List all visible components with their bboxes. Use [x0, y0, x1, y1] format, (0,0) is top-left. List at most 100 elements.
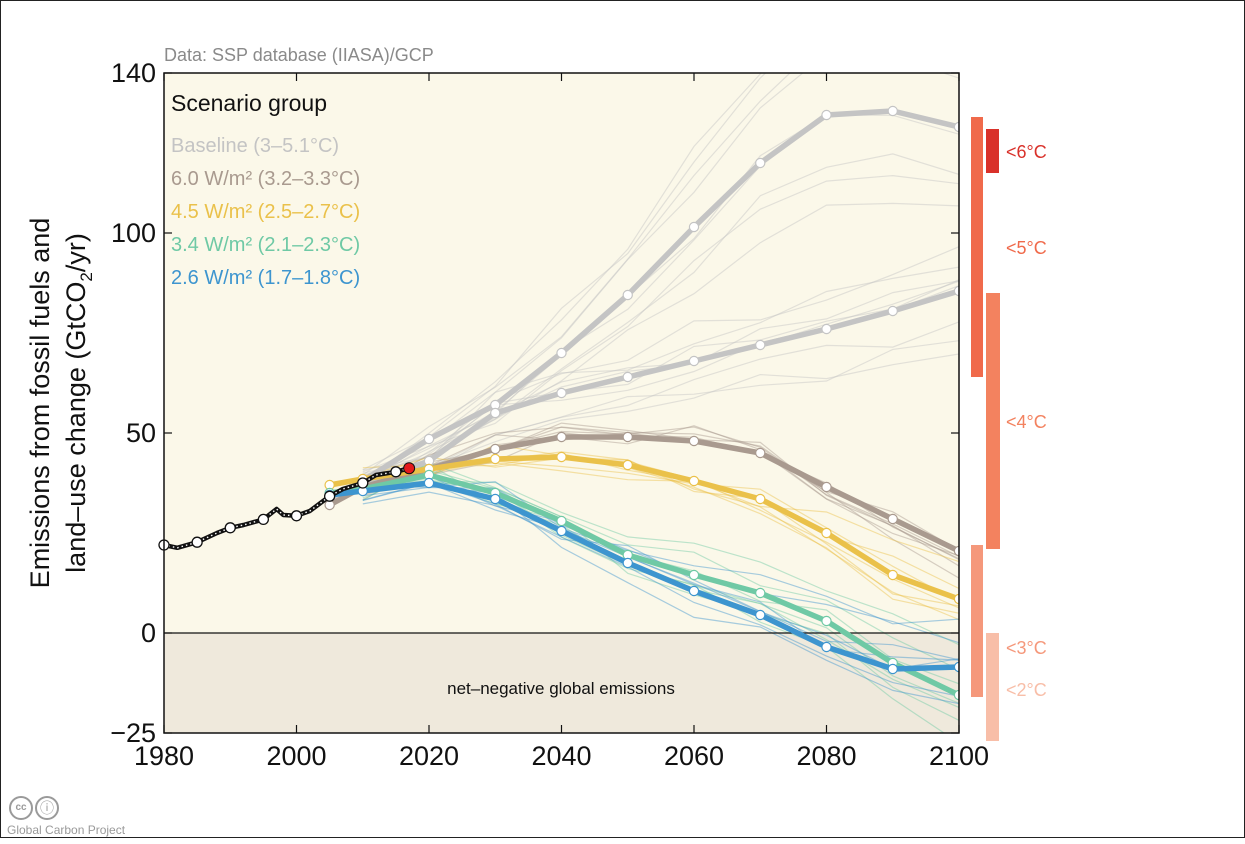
series-point: [887, 513, 898, 525]
ensemble-line: [362, 279, 959, 474]
temperature-bar: [971, 545, 983, 697]
historical-point: [357, 477, 369, 489]
ensemble-line: [362, 482, 959, 661]
attribution-icon: ⓘ: [35, 796, 59, 820]
temperature-bar: [986, 633, 999, 741]
series-point: [755, 493, 766, 505]
series-point: [688, 475, 700, 487]
ensemble-line: [362, 266, 959, 487]
axes: 1980 2000 2020 2040 2060 2080 2100 140 100 50 0 −25: [110, 58, 989, 771]
ensemble-line: [362, 246, 959, 482]
temperature-label: <5°C: [1006, 238, 1047, 258]
series-point: [953, 545, 959, 557]
series-point: [755, 157, 766, 169]
legend-item: Baseline (3–5.1°C): [171, 135, 339, 157]
y-tick-label: 0: [141, 618, 156, 648]
series-point: [821, 481, 832, 493]
ensemble-line: [362, 73, 791, 476]
ensemble-line: [362, 491, 959, 697]
x-tick-label: 2000: [266, 741, 326, 771]
series-point: [755, 339, 766, 351]
series-point: [490, 443, 501, 455]
series-point: [953, 593, 959, 605]
legend-item: 2.6 W/m² (1.7–1.8°C): [171, 267, 360, 289]
series-point: [423, 433, 435, 445]
temperature-bar: [986, 293, 1000, 549]
series-point: [953, 689, 959, 701]
temperature-label: <2°C: [1006, 680, 1047, 700]
series-point: [556, 451, 567, 463]
series-point: [490, 453, 501, 465]
series-point: [887, 569, 898, 581]
y-tick-label: 50: [126, 418, 156, 448]
x-tick-label: 2020: [399, 741, 459, 771]
series-point: [688, 569, 700, 581]
series-point: [821, 527, 832, 539]
series-point: [953, 661, 959, 673]
series-point: [887, 663, 898, 675]
series-point: [622, 557, 633, 569]
ensemble-line: [362, 353, 959, 490]
x-tick-label: 2040: [531, 741, 591, 771]
series-point: [688, 221, 700, 233]
series-point: [688, 435, 700, 447]
series-point: [622, 431, 633, 443]
series-point: [755, 447, 766, 459]
temperature-bar: [971, 117, 983, 377]
legend-item: 4.5 W/m² (2.5–2.7°C): [171, 201, 360, 223]
source-note: Data: SSP database (IIASA)/GCP: [164, 45, 434, 65]
series-point: [821, 109, 832, 121]
series-point: [755, 609, 766, 621]
series-point: [755, 587, 766, 599]
x-tick-label: 2100: [929, 741, 989, 771]
series-point: [622, 289, 633, 301]
series-point: [688, 355, 700, 367]
y-tick-label: 100: [111, 218, 156, 248]
series-point: [556, 515, 567, 527]
series-point: [556, 525, 567, 537]
series-point: [556, 387, 567, 399]
legend-title: Scenario group: [171, 90, 327, 116]
negative-region-label: net–negative global emissions: [447, 679, 675, 698]
series-point: [622, 459, 633, 471]
series-point: [821, 615, 832, 627]
series-point: [490, 407, 501, 419]
historical-point: [390, 466, 402, 478]
series-point: [821, 323, 832, 335]
latest-point: [403, 462, 416, 475]
legend-item: 3.4 W/m² (2.1–2.3°C): [171, 234, 360, 256]
x-tick-label: 2060: [664, 741, 724, 771]
ensemble-line: [362, 73, 763, 483]
series-point: [821, 641, 832, 653]
historical-point: [224, 522, 236, 534]
y-tick-label: 140: [111, 58, 156, 88]
series-point: [490, 493, 501, 505]
temperature-label: <4°C: [1006, 412, 1047, 432]
ensemble-line: [362, 340, 959, 483]
historical-point: [323, 490, 336, 502]
series-point: [622, 371, 633, 383]
series-point: [887, 105, 898, 117]
series-point: [556, 431, 567, 443]
creative-commons-icon: cc: [9, 796, 33, 820]
footer: cc ⓘ Global Carbon Project: [7, 796, 227, 837]
temperature-label: <3°C: [1006, 638, 1047, 658]
series-point: [953, 285, 959, 297]
y-axis-label-line2: land–use change (GtCO2/yr): [61, 233, 96, 573]
x-tick-label: 2080: [796, 741, 856, 771]
historical-point: [191, 536, 203, 548]
temperature-bar: [986, 129, 999, 173]
organization-name: Global Carbon Project: [7, 823, 126, 837]
historical-point: [257, 513, 270, 526]
x-tick-label: 1980: [134, 741, 194, 771]
legend: Scenario group Baseline (3–5.1°C) 6.0 W/m²…: [171, 90, 360, 289]
series-point: [688, 585, 700, 597]
y-tick-label: −25: [110, 718, 156, 748]
series-point: [423, 477, 435, 489]
temperature-label: <6°C: [1006, 142, 1047, 162]
series-point: [556, 347, 567, 359]
series-point: [953, 121, 959, 133]
scenario-series: [324, 105, 959, 701]
